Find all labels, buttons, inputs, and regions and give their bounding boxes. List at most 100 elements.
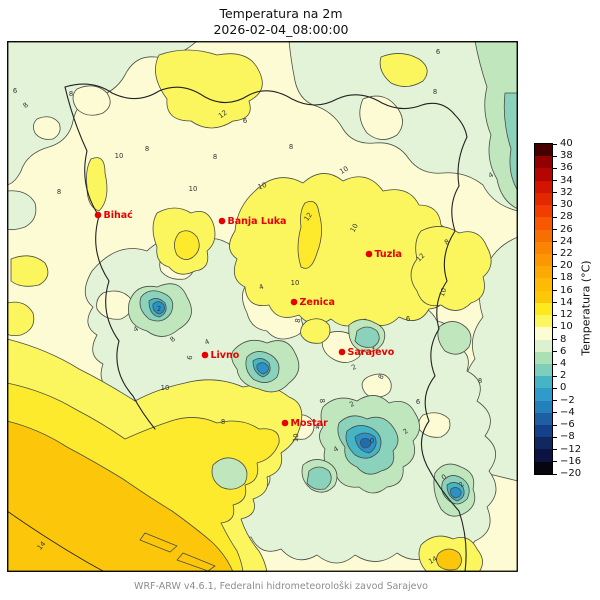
contour-label: 14 xyxy=(36,540,48,552)
temp-region xyxy=(7,190,37,231)
colorbar-axis-label: Temperatura (°C) xyxy=(579,260,593,356)
colorbar-segment xyxy=(535,266,552,279)
tick-label: 22 xyxy=(560,248,573,259)
contour-label: 6 xyxy=(436,48,440,56)
temp-region xyxy=(152,301,165,315)
city-marker xyxy=(201,351,209,359)
contour-label: 10 xyxy=(438,287,448,298)
colorbar-segment xyxy=(535,449,552,462)
colorbar-tick: −12 xyxy=(553,444,581,455)
temp-region xyxy=(7,301,35,337)
contour-label: 12 xyxy=(303,211,315,223)
tick-label: 38 xyxy=(560,150,573,162)
contour-label: 6 xyxy=(13,87,17,95)
contour-label: 10 xyxy=(115,152,124,160)
tick-label: 10 xyxy=(560,321,573,333)
tick-label: 18 xyxy=(560,272,573,284)
tick-mark xyxy=(553,412,557,414)
contour-label: 10 xyxy=(338,165,349,176)
colorbar-tick: −6 xyxy=(553,420,575,430)
temp-region xyxy=(360,438,372,449)
colorbar-tick: −20 xyxy=(553,469,581,479)
colorbar-segment xyxy=(535,376,552,389)
temp-region xyxy=(211,457,248,490)
tick-label: 2 xyxy=(560,370,567,382)
contour-label: 10 xyxy=(349,222,360,233)
colorbar-segment xyxy=(535,205,552,218)
tick-label: 28 xyxy=(560,211,573,223)
city-label: Banja Luka xyxy=(228,216,287,227)
colorbar-tick: −2 xyxy=(553,395,575,406)
colorbar-tick: 32 xyxy=(553,186,573,198)
tick-label: 32 xyxy=(560,186,573,198)
colorbar-tick: 30 xyxy=(553,200,573,210)
contour-label: 8 xyxy=(168,335,176,344)
colorbar-segment xyxy=(535,217,552,230)
colorbar-segment xyxy=(535,425,552,438)
contour-label: 8 xyxy=(443,238,451,247)
tick-mark xyxy=(553,400,557,402)
colorbar-tick: 26 xyxy=(553,224,573,235)
city-label: Zenica xyxy=(300,297,335,308)
colorbar-segment xyxy=(535,192,552,206)
city-label: Livno xyxy=(211,350,240,361)
contour-label: 12 xyxy=(217,109,229,121)
contour-label: 6 xyxy=(406,315,410,323)
colorbar-tick: 4 xyxy=(553,359,566,369)
figure-footer: WRF-ARW v4.6.1, Federalni hidrometeorolo… xyxy=(134,581,428,592)
colorbar-segment xyxy=(535,388,552,401)
temp-region xyxy=(10,255,49,287)
temp-region xyxy=(306,466,332,490)
contour-label: 2 xyxy=(350,363,358,372)
colorbar-segment xyxy=(535,302,552,316)
colorbar-tick: 34 xyxy=(553,175,573,186)
temp-region xyxy=(229,173,453,327)
city-label: Mostar xyxy=(291,418,329,429)
colorbar-tick: 2 xyxy=(553,371,566,381)
contour-label: 6 xyxy=(416,398,420,406)
tick-mark xyxy=(553,424,557,426)
contour-label: 8 xyxy=(294,318,303,324)
contour-label: 4 xyxy=(314,423,321,432)
tick-mark xyxy=(553,449,557,451)
temp-region xyxy=(155,49,263,129)
figure-title: Temperatura na 2m xyxy=(219,6,343,21)
contour-label: 8 xyxy=(433,88,437,96)
city-marker xyxy=(218,217,226,225)
contour-label: 8 xyxy=(289,143,293,151)
colorbar-segment xyxy=(535,363,552,377)
contour-label: 4 xyxy=(487,171,495,180)
east-border xyxy=(420,136,468,572)
colorbar-segment xyxy=(535,412,552,426)
contour-label: 8 xyxy=(478,377,482,385)
tick-mark xyxy=(553,155,557,157)
colorbar-segment xyxy=(535,168,552,181)
tick-mark xyxy=(553,461,557,463)
tick-label: −6 xyxy=(560,419,575,431)
temp-region xyxy=(86,157,108,212)
tick-mark xyxy=(553,302,557,304)
contour-label: 2 xyxy=(457,480,466,489)
colorbar-ticks: 40 38 36 34 32 30 28 26 24 22 20 18 16 14 12 10 8 6 4 2 0 −2−… xyxy=(553,139,599,479)
colorbar-tick: −16 xyxy=(553,456,581,467)
contour-label: 8 xyxy=(57,188,61,196)
tick-label: −20 xyxy=(560,468,582,479)
temp-region xyxy=(256,362,269,375)
temp-region xyxy=(437,321,472,355)
figure-subtitle: 2026-02-04_08:00:00 xyxy=(213,22,349,37)
tick-label: 0 xyxy=(560,382,567,394)
tick-label: 8 xyxy=(560,333,567,345)
city-marker xyxy=(281,419,289,427)
sea-contour-14 xyxy=(7,510,106,572)
colorbar: 40 38 36 34 32 30 28 26 24 22 20 18 16 14 12 10 8 6 4 2 0 −2−… xyxy=(534,139,600,479)
tick-mark xyxy=(553,253,557,255)
colorbar-segment xyxy=(535,461,552,474)
colorbar-segment xyxy=(535,229,552,242)
tick-label: 20 xyxy=(560,260,573,272)
tick-label: 6 xyxy=(560,345,567,357)
colorbar-segment xyxy=(535,144,552,157)
contour-label: 8 xyxy=(318,398,326,403)
contour-label: 4 xyxy=(258,283,265,292)
